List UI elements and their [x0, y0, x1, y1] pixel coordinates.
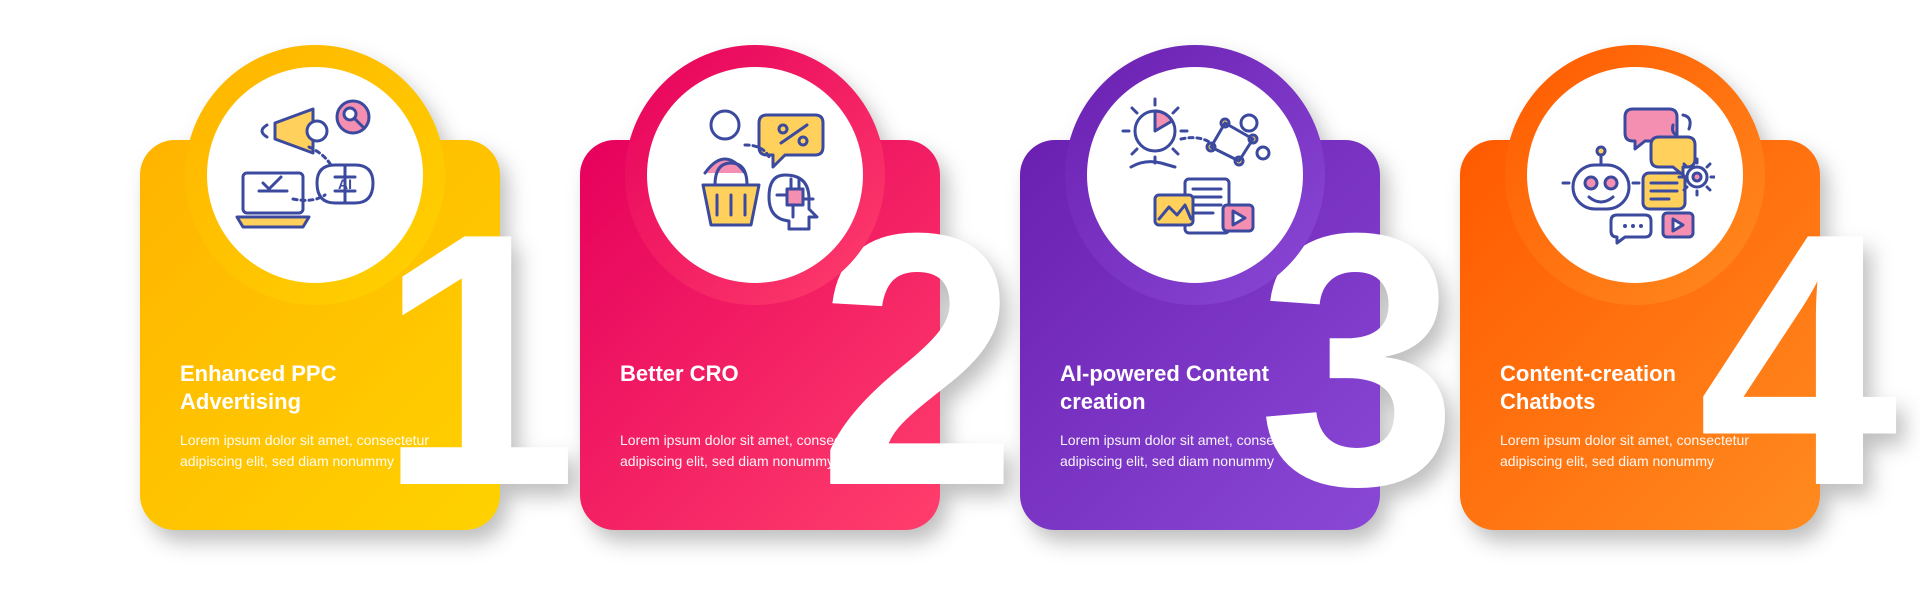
- svg-text:AI: AI: [338, 176, 352, 192]
- chatbot-icon: [1555, 95, 1715, 255]
- card-title: Content-creation Chatbots: [1500, 360, 1740, 415]
- info-card-3: 3: [1020, 140, 1380, 530]
- card-title: Better CRO: [620, 360, 860, 388]
- card-desc: Lorem ipsum dolor sit amet, consectetur …: [620, 430, 880, 472]
- info-card-4: 4: [1460, 140, 1820, 530]
- icon-circle: [647, 67, 863, 283]
- content-creation-icon: [1115, 95, 1275, 255]
- icon-circle: AI: [207, 67, 423, 283]
- info-card-1: 1: [140, 140, 500, 530]
- card-title: Enhanced PPC Advertising: [180, 360, 420, 415]
- ppc-advertising-icon: AI: [235, 95, 395, 255]
- icon-circle: [1527, 67, 1743, 283]
- card-desc: Lorem ipsum dolor sit amet, consectetur …: [1500, 430, 1760, 472]
- card-desc: Lorem ipsum dolor sit amet, consectetur …: [1060, 430, 1320, 472]
- card-desc: Lorem ipsum dolor sit amet, consectetur …: [180, 430, 440, 472]
- info-card-2: 2: [580, 140, 940, 530]
- cro-icon: [675, 95, 835, 255]
- icon-circle: [1087, 67, 1303, 283]
- card-title: AI-powered Content creation: [1060, 360, 1300, 415]
- infographic-stage: 1: [0, 0, 1920, 605]
